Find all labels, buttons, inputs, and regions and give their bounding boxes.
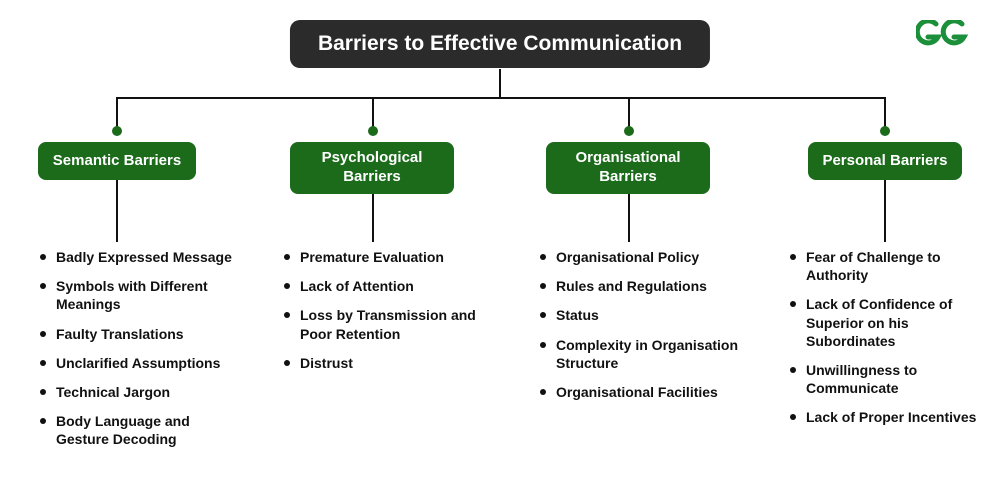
category-box: Personal Barriers — [808, 142, 962, 180]
list-item: Unclarified Assumptions — [40, 354, 235, 372]
connector-line — [116, 97, 886, 99]
list-item: Technical Jargon — [40, 383, 235, 401]
connector-dot — [880, 126, 890, 136]
connector-dot — [112, 126, 122, 136]
list-item: Body Language and Gesture Decoding — [40, 412, 235, 448]
connector-line — [499, 69, 501, 97]
list-item: Loss by Transmission and Poor Retention — [284, 306, 484, 342]
category-label: Psychological Barriers — [304, 149, 440, 187]
connector-line — [372, 194, 374, 242]
list-item: Complexity in Organisation Structure — [540, 336, 740, 372]
list-item: Organisational Facilities — [540, 383, 740, 401]
category-items: Premature Evaluation Lack of Attention Los… — [284, 248, 484, 383]
category-items: Fear of Challenge to Authority Lack of Co… — [790, 248, 985, 438]
list-item: Distrust — [284, 354, 484, 372]
list-item: Lack of Proper Incentives — [790, 408, 985, 426]
connector-dot — [624, 126, 634, 136]
category-box: Semantic Barriers — [38, 142, 196, 180]
category-label: Organisational Barriers — [560, 149, 696, 187]
list-item: Lack of Attention — [284, 277, 484, 295]
list-item: Premature Evaluation — [284, 248, 484, 266]
category-label: Semantic Barriers — [53, 152, 181, 171]
list-item: Fear of Challenge to Authority — [790, 248, 985, 284]
category-items: Organisational Policy Rules and Regulatio… — [540, 248, 740, 412]
category-box: Organisational Barriers — [546, 142, 710, 194]
connector-line — [884, 180, 886, 242]
list-item: Unwillingness to Communicate — [790, 361, 985, 397]
connector-line — [116, 180, 118, 242]
diagram-title: Barriers to Effective Communication — [290, 20, 710, 68]
list-item: Lack of Confidence of Superior on his Su… — [790, 295, 985, 350]
list-item: Status — [540, 306, 740, 324]
category-items: Badly Expressed Message Symbols with Diff… — [40, 248, 235, 460]
logo — [916, 20, 970, 55]
list-item: Organisational Policy — [540, 248, 740, 266]
connector-line — [628, 194, 630, 242]
category-box: Psychological Barriers — [290, 142, 454, 194]
list-item: Rules and Regulations — [540, 277, 740, 295]
list-item: Symbols with Different Meanings — [40, 277, 235, 313]
category-label: Personal Barriers — [822, 152, 947, 171]
list-item: Faulty Translations — [40, 325, 235, 343]
connector-dot — [368, 126, 378, 136]
list-item: Badly Expressed Message — [40, 248, 235, 266]
